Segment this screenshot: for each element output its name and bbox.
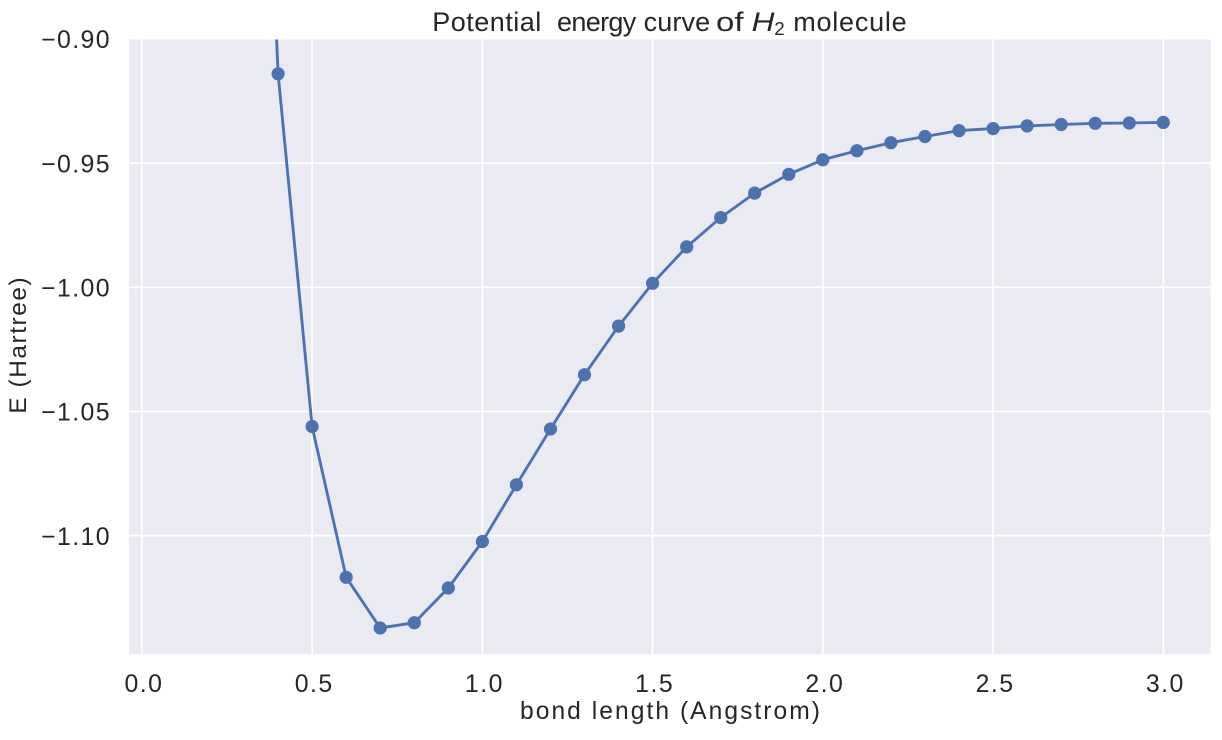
- svg-text:−0.90: −0.90: [41, 27, 110, 54]
- svg-text:Potential: Potential: [432, 7, 541, 37]
- svg-text:0.0: 0.0: [124, 671, 162, 698]
- svg-text:2: 2: [774, 18, 784, 39]
- svg-text:0.5: 0.5: [295, 671, 333, 698]
- svg-text:1.0: 1.0: [465, 671, 503, 698]
- svg-text:curve: curve: [644, 7, 711, 37]
- svg-text:3.0: 3.0: [1146, 671, 1184, 698]
- svg-text:of: of: [716, 8, 744, 38]
- svg-text:energy: energy: [557, 7, 637, 37]
- svg-text:H: H: [752, 7, 776, 37]
- svg-text:−0.95: −0.95: [41, 151, 110, 178]
- svg-text:−1.10: −1.10: [41, 524, 110, 551]
- svg-text:2.5: 2.5: [976, 671, 1014, 698]
- svg-text:molecule: molecule: [793, 7, 907, 37]
- svg-text:2.0: 2.0: [805, 671, 843, 698]
- svg-text:1.5: 1.5: [635, 671, 673, 698]
- svg-text:−1.05: −1.05: [41, 400, 110, 427]
- svg-text:−1.00: −1.00: [41, 276, 110, 303]
- svg-text:E (Hartree): E (Hartree): [5, 277, 32, 413]
